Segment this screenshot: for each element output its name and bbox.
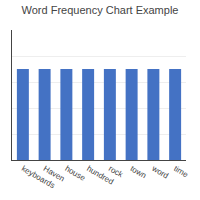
svg-text:Word Frequency Chart Example: Word Frequency Chart Example (22, 4, 179, 16)
svg-text:rock: rock (107, 164, 125, 180)
svg-text:time: time (172, 164, 190, 180)
svg-text:word: word (150, 164, 170, 181)
svg-text:Haven: Haven (42, 164, 67, 183)
svg-text:town: town (129, 164, 148, 180)
svg-text:hundred: hundred (85, 164, 115, 186)
svg-text:house: house (63, 164, 87, 183)
svg-text:keyboards: keyboards (20, 164, 56, 190)
